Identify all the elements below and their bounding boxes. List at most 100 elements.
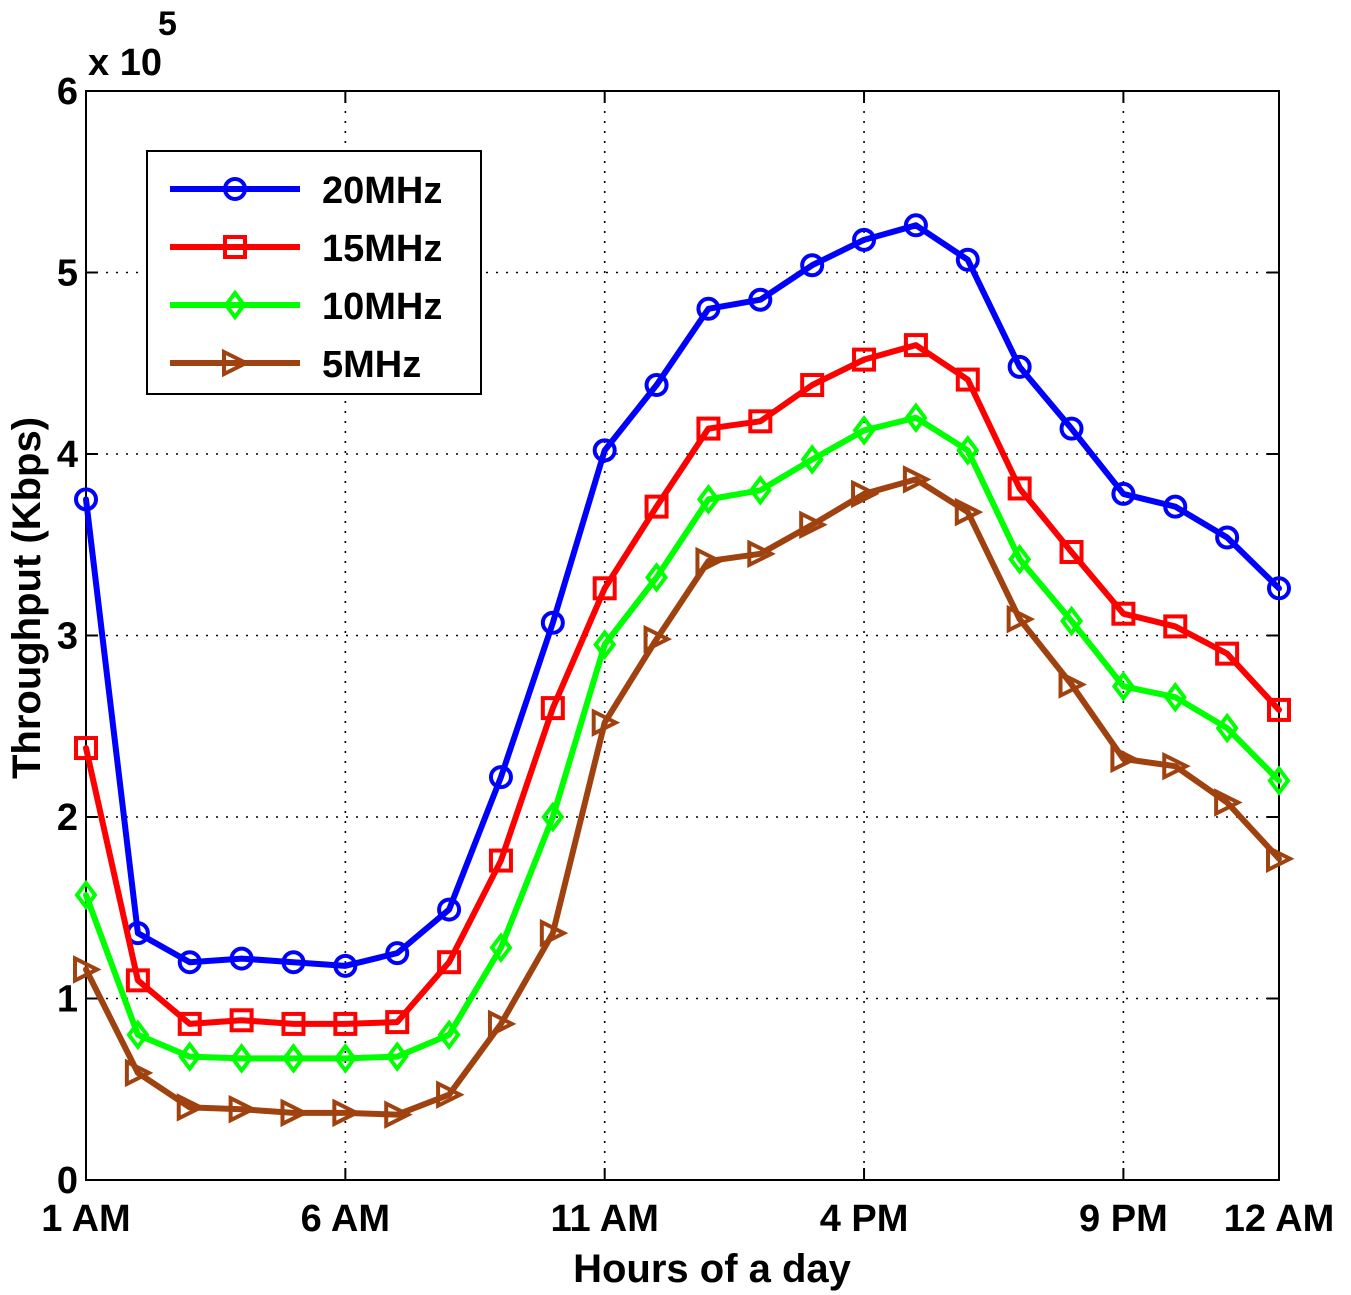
data-point-5MHz	[332, 1098, 361, 1128]
data-point-15MHz	[903, 333, 928, 358]
data-point-10MHz	[1008, 543, 1032, 575]
x-tick-label: 1 AM	[41, 1198, 130, 1240]
data-point-10MHz	[1267, 765, 1291, 797]
legend-entry-5MHz: 5MHz	[170, 344, 421, 386]
data-point-10MHz	[333, 1043, 357, 1074]
data-point-15MHz	[852, 347, 877, 372]
data-point-20MHz	[74, 487, 98, 512]
data-point-15MHz	[333, 1011, 358, 1036]
data-point-10MHz	[852, 415, 876, 446]
data-point-20MHz	[1215, 525, 1240, 550]
data-point-10MHz	[904, 402, 928, 434]
data-point-5MHz	[487, 1009, 517, 1039]
y-tick-label: 1	[57, 979, 78, 1021]
series-10MHz	[74, 402, 1291, 1074]
data-point-20MHz	[644, 373, 669, 398]
data-point-10MHz	[541, 801, 565, 833]
data-point-20MHz	[229, 946, 254, 971]
data-point-20MHz	[1267, 576, 1291, 601]
data-point-20MHz	[1163, 494, 1188, 519]
data-point-20MHz	[385, 941, 410, 966]
data-point-10MHz	[281, 1043, 305, 1074]
data-point-15MHz	[800, 373, 825, 398]
data-point-10MHz	[489, 932, 513, 964]
data-point-20MHz	[903, 213, 928, 238]
y-axis-label: Throughput (Kbps)	[5, 417, 49, 779]
data-point-5MHz	[1110, 744, 1139, 774]
x-axis-label: Hours of a day	[573, 1247, 852, 1291]
data-point-15MHz	[540, 696, 565, 721]
y-tick-label: 2	[57, 797, 78, 839]
data-point-20MHz	[281, 950, 306, 975]
data-point-15MHz	[1267, 697, 1291, 722]
data-point-10MHz	[1060, 605, 1084, 637]
data-point-15MHz	[644, 494, 669, 519]
data-point-5MHz	[1162, 751, 1191, 781]
y-multiplier-exponent: 5	[158, 5, 177, 43]
data-point-20MHz	[748, 287, 773, 312]
data-point-15MHz	[1059, 540, 1084, 565]
series-20MHz	[74, 213, 1291, 978]
data-point-10MHz	[593, 629, 617, 660]
legend-entry-10MHz: 10MHz	[170, 286, 442, 328]
data-point-5MHz	[1214, 788, 1243, 817]
data-point-15MHz	[125, 968, 150, 993]
series-15MHz	[74, 333, 1291, 1036]
legend-entry-20MHz: 20MHz	[170, 170, 442, 212]
legend-entry-15MHz: 15MHz	[170, 228, 442, 270]
y-tick-label: 3	[57, 616, 78, 658]
data-point-20MHz	[955, 247, 980, 272]
series-5MHz	[73, 465, 1295, 1129]
data-point-20MHz	[1111, 481, 1136, 506]
data-point-5MHz	[954, 497, 984, 527]
data-point-15MHz	[1215, 641, 1240, 666]
x-tick-label: 4 PM	[820, 1198, 909, 1240]
data-point-5MHz	[280, 1098, 309, 1128]
data-point-5MHz	[695, 546, 724, 576]
y-multiplier-base: x 10	[88, 42, 162, 84]
data-point-15MHz	[696, 416, 721, 441]
x-tick-label: 9 PM	[1079, 1198, 1168, 1240]
y-tick-label: 4	[57, 434, 78, 476]
data-point-5MHz	[384, 1100, 413, 1129]
data-point-20MHz	[333, 953, 358, 978]
data-series	[73, 213, 1295, 1129]
data-point-10MHz	[385, 1041, 409, 1072]
x-tick-label: 11 AM	[550, 1198, 658, 1240]
data-point-15MHz	[592, 576, 617, 601]
data-point-20MHz	[177, 950, 202, 975]
series-line-15MHz	[83, 342, 1282, 1027]
data-point-5MHz	[228, 1094, 258, 1124]
data-point-15MHz	[748, 409, 773, 434]
data-point-5MHz	[1058, 670, 1087, 699]
legend: 20MHz 15MHz 10MHz 5MHz	[146, 150, 482, 395]
data-point-10MHz	[1111, 670, 1135, 702]
data-point-5MHz	[539, 918, 569, 948]
y-tick-label: 0	[57, 1160, 78, 1202]
data-point-15MHz	[177, 1011, 202, 1036]
data-point-10MHz	[178, 1041, 202, 1072]
data-point-10MHz	[748, 474, 772, 506]
legend-marker-10MHz	[223, 289, 247, 321]
y-tick-label: 6	[57, 71, 78, 113]
data-point-10MHz	[696, 484, 720, 515]
data-point-20MHz	[800, 253, 825, 278]
data-point-20MHz	[592, 438, 617, 463]
legend-label: 5MHz	[322, 344, 421, 386]
data-point-15MHz	[437, 950, 462, 975]
data-point-15MHz	[955, 367, 980, 392]
series-line-5MHz	[83, 476, 1282, 1118]
legend-label: 20MHz	[322, 170, 442, 212]
x-tick-label: 6 AM	[301, 1198, 390, 1240]
y-tick-label: 5	[57, 253, 78, 295]
legend-marker-15MHz	[223, 235, 247, 259]
data-point-20MHz	[540, 610, 565, 635]
x-tick-label: 12 AM	[1224, 1198, 1335, 1240]
data-point-10MHz	[956, 435, 980, 466]
data-point-5MHz	[1006, 604, 1036, 634]
axis-ticks: 1 AM 6 AM 11 AM 4 PM 9 PM 12 AM 0 1 2 3 4 5 6	[41, 71, 1334, 1240]
data-point-10MHz	[1163, 681, 1187, 713]
data-point-15MHz	[1007, 476, 1032, 501]
